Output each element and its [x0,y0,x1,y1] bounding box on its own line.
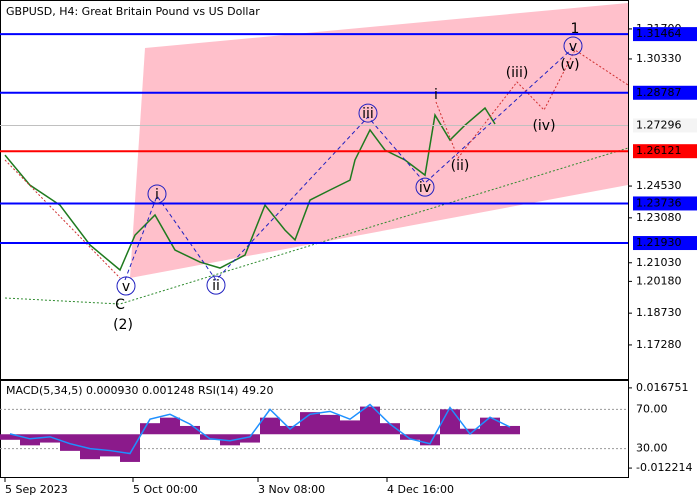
wave-label: (iii) [506,65,529,81]
macd-bar [40,434,60,443]
macd-bar [160,417,180,435]
macd-bar [220,434,240,446]
wave-label: ii [212,278,220,294]
y-tick-label: 1.23080 [636,211,682,224]
x-tick-label: 5 Oct 00:00 [133,483,198,496]
wave-label: (ii) [451,158,470,174]
level-label: 1.21930 [636,236,682,249]
chart-title: GBPUSD, H4: Great Britain Pound vs US Do… [6,5,260,18]
wave-label: C [115,297,125,313]
wave-circle [563,36,583,56]
macd-bar [200,434,220,440]
level-label-box [633,85,697,100]
macd-bar [0,434,20,440]
level-label-box [633,144,697,159]
wave-label: i [155,187,159,203]
plot-area [4,106,496,272]
y-tick-label: 1.17280 [636,338,682,351]
wave-circle [116,276,136,296]
y-tick-label: 1.20180 [636,274,682,287]
wave-label: iv [419,180,431,196]
rsi-line [9,403,511,455]
macd-bar [280,425,300,435]
macd-bar [100,434,120,457]
wave-line [4,147,629,305]
macd-bar [300,412,320,435]
x-tick-label: 5 Sep 2023 [5,483,68,496]
macd-bar [340,420,360,435]
y2-tick-label: -0.012214 [636,461,692,474]
macd-bar [440,409,460,435]
macd-bar [140,423,160,435]
level-label: 1.28787 [636,86,682,99]
wave-label: iii [362,106,374,122]
wave-label: v [122,279,130,295]
wave-label: (iv) [532,118,555,134]
level-label-box [633,236,697,251]
wave-circle [206,275,226,295]
level-label-box [633,27,697,42]
wave-circle [415,177,435,197]
wave-label: i [434,87,438,103]
indicator-frame [0,380,629,478]
price-frame [0,0,629,380]
y2-tick-label: 0.016751 [636,381,689,394]
y-tick-label: 1.21030 [636,256,682,269]
level-label-box [633,118,697,133]
wave-label: 1 [571,21,580,37]
x-tick-label: 4 Dec 16:00 [387,483,454,496]
wave-line [124,47,574,281]
y-tick-label: 1.24530 [636,179,682,192]
level-label: 1.26121 [636,144,682,157]
wave-circle [358,103,378,123]
macd-bar [20,434,40,446]
level-label-box [633,196,697,211]
macd-bar [80,434,100,460]
level-label: 1.23736 [636,196,682,209]
macd-bar [260,417,280,435]
macd-bar [120,434,140,462]
price-line [4,106,496,272]
channel [130,3,628,278]
level-label: 1.27296 [636,118,682,131]
macd-bar [460,428,480,435]
y-tick-label: 1.30330 [636,52,682,65]
macd-bar [400,434,420,440]
macd-bar [320,414,340,435]
macd-bar [240,434,260,443]
wave-line [435,49,629,160]
wave-line [4,159,121,279]
wave-label: (v) [560,57,579,73]
wave-label: (2) [113,317,133,333]
indicator-title: MACD(5,34,5) 0.000930 0.001248 RSI(14) 4… [6,384,273,397]
y-tick-label: 30.00 [636,442,668,455]
y-tick-label: 1.18730 [636,306,682,319]
macd-bar [420,434,440,446]
macd-bar [500,425,520,435]
macd-bar [180,425,200,435]
y-tick-label: 70.00 [636,402,668,415]
x-tick-label: 3 Nov 08:00 [258,483,325,496]
wave-circle [147,184,167,204]
macd-bar [60,434,80,451]
wave-label: v [569,39,577,55]
macd-bar [360,406,380,435]
level-label: 1.31464 [636,27,682,40]
macd-bar [380,423,400,435]
